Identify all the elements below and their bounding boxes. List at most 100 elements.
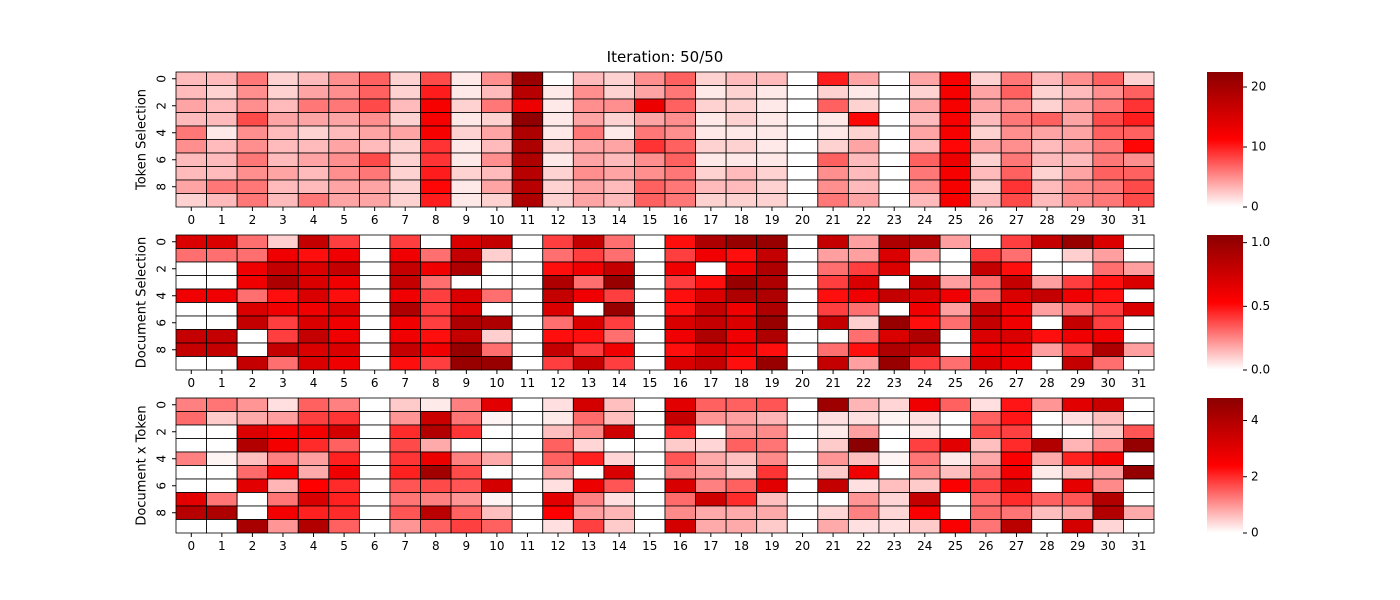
heatmap-cell xyxy=(1031,492,1063,507)
heatmap-cell xyxy=(572,275,605,290)
heatmap-cell xyxy=(970,98,1002,113)
heatmap-cell xyxy=(572,139,605,154)
heatmap-cell xyxy=(572,85,605,100)
heatmap-cell xyxy=(542,478,574,493)
heatmap-cell xyxy=(725,505,758,520)
heatmap-cell xyxy=(1061,329,1094,344)
heatmap-cell xyxy=(664,356,696,371)
heatmap-cell xyxy=(909,424,941,439)
heatmap-cell xyxy=(328,302,360,317)
x-tick-label: 26 xyxy=(978,376,993,390)
heatmap-cell xyxy=(603,248,635,263)
heatmap-cell xyxy=(420,505,452,520)
heatmap-cell xyxy=(420,288,452,303)
heatmap-cell xyxy=(634,85,666,100)
heatmap-cell xyxy=(572,329,605,344)
heatmap-cell xyxy=(389,397,421,412)
heatmap-cell xyxy=(1031,234,1063,249)
heatmap-cell xyxy=(389,356,421,371)
heatmap-cell xyxy=(1031,478,1063,493)
heatmap-cell xyxy=(817,139,849,154)
heatmap-cell xyxy=(878,519,910,534)
x-tick-label: 3 xyxy=(279,213,287,227)
heatmap-cell xyxy=(450,275,483,290)
heatmap-cell xyxy=(939,519,972,534)
heatmap-cell xyxy=(878,85,910,100)
heatmap-cell xyxy=(420,166,452,181)
heatmap-cell xyxy=(939,329,972,344)
x-tick-label: 22 xyxy=(856,376,871,390)
heatmap-cell xyxy=(909,112,941,127)
heatmap-cell xyxy=(1000,478,1033,493)
heatmap-cell xyxy=(297,438,330,453)
heatmap-cell xyxy=(1031,275,1063,290)
heatmap-cell xyxy=(756,424,788,439)
heatmap-cell xyxy=(1000,451,1033,466)
heatmap-cell xyxy=(1092,411,1124,426)
heatmap-cell xyxy=(175,465,207,480)
heatmap-cell xyxy=(1061,288,1094,303)
heatmap-cell xyxy=(389,411,421,426)
heatmap-cell xyxy=(175,112,207,127)
heatmap-cell xyxy=(1000,329,1033,344)
heatmap-cell xyxy=(1061,261,1094,276)
heatmap-cell xyxy=(542,193,574,208)
heatmap-cell xyxy=(1092,125,1124,140)
heatmap-cell xyxy=(236,179,269,194)
heatmap-cell xyxy=(786,275,819,290)
heatmap-cell xyxy=(847,411,880,426)
heatmap-cell xyxy=(328,152,360,167)
x-tick-label: 30 xyxy=(1101,213,1116,227)
heatmap-cell xyxy=(450,451,483,466)
heatmap-cell xyxy=(817,465,849,480)
heatmap-cell xyxy=(481,125,513,140)
heatmap-cell xyxy=(1061,315,1094,330)
heatmap-cell xyxy=(267,275,299,290)
heatmap-cell xyxy=(297,193,330,208)
heatmap-cell xyxy=(1000,465,1033,480)
heatmap-cell xyxy=(297,342,330,357)
heatmap-cell xyxy=(970,85,1002,100)
heatmap-cell xyxy=(358,342,391,357)
heatmap-cell xyxy=(1031,261,1063,276)
heatmap-cell xyxy=(603,397,635,412)
heatmap-cell xyxy=(572,315,605,330)
heatmap-cell xyxy=(420,397,452,412)
heatmap-cell xyxy=(695,288,727,303)
heatmap-cell xyxy=(939,193,972,208)
heatmap-cell xyxy=(236,288,269,303)
heatmap-cell xyxy=(878,329,910,344)
heatmap-cell xyxy=(786,478,819,493)
heatmap-cell xyxy=(572,505,605,520)
heatmap-cell xyxy=(817,342,849,357)
heatmap-cell xyxy=(725,492,758,507)
heatmap-cell xyxy=(1061,492,1094,507)
heatmap-cell xyxy=(511,302,544,317)
heatmap-cell xyxy=(786,505,819,520)
heatmap-cell xyxy=(695,505,727,520)
heatmap-cell xyxy=(725,112,758,127)
heatmap-cell xyxy=(328,234,360,249)
heatmap-cell xyxy=(1031,505,1063,520)
heatmap-cell xyxy=(542,451,574,466)
heatmap-cell xyxy=(909,166,941,181)
heatmap-cell xyxy=(695,275,727,290)
heatmap-cell xyxy=(817,112,849,127)
heatmap-cell xyxy=(725,519,758,534)
x-tick-label: 8 xyxy=(432,376,440,390)
heatmap-cell xyxy=(420,478,452,493)
heatmap-cell xyxy=(175,288,207,303)
heatmap-cell xyxy=(206,329,238,344)
heatmap-cell xyxy=(175,275,207,290)
x-tick-label: 13 xyxy=(581,539,596,553)
heatmap-cell xyxy=(420,315,452,330)
heatmap-cell xyxy=(1000,248,1033,263)
heatmap-cell xyxy=(695,438,727,453)
heatmap-cell xyxy=(328,85,360,100)
heatmap-cell xyxy=(328,397,360,412)
heatmap-cell xyxy=(725,451,758,466)
y-tick-label: 0 xyxy=(155,75,169,83)
heatmap-cell xyxy=(1000,411,1033,426)
heatmap-cell xyxy=(328,342,360,357)
heatmap-cell xyxy=(450,505,483,520)
